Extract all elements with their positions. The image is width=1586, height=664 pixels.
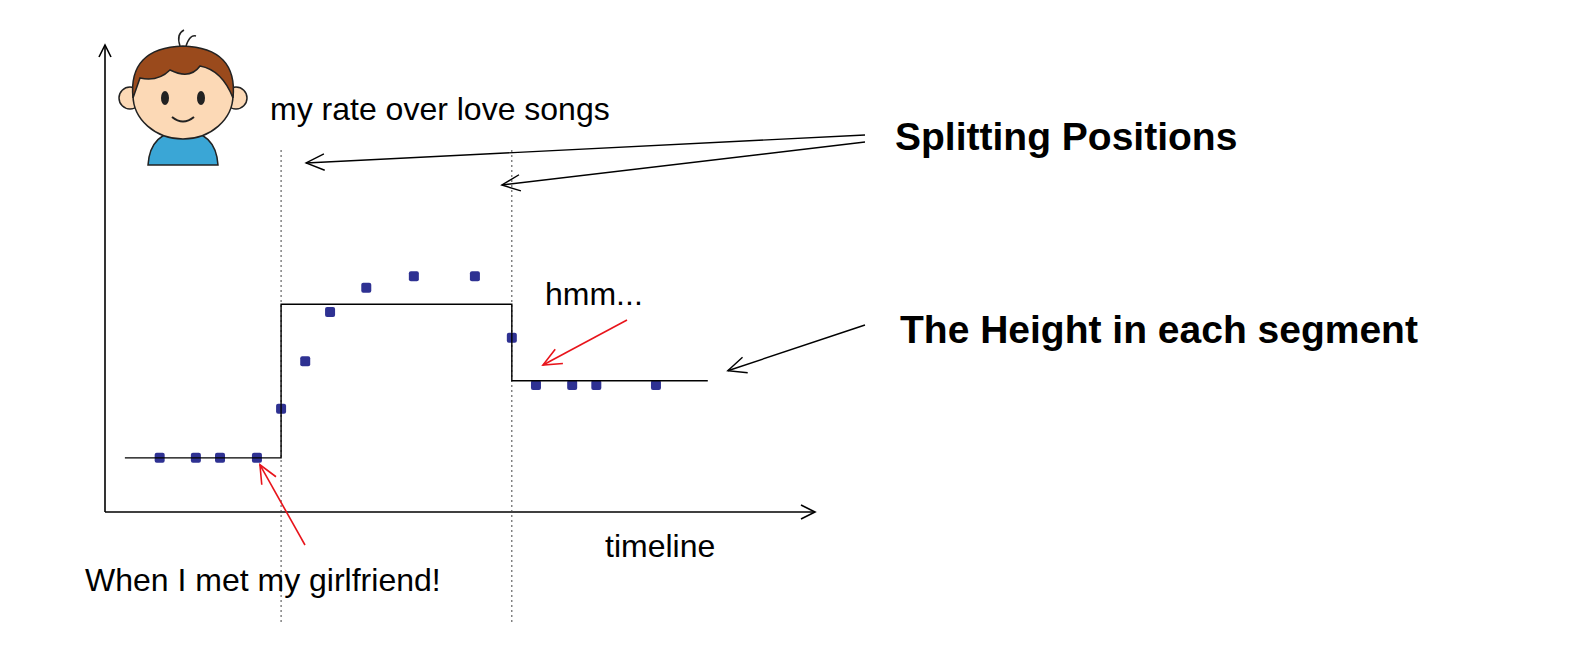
data-point (409, 271, 419, 281)
arrow-split-2-shaft (502, 142, 865, 185)
x-axis (105, 511, 815, 513)
data-point (651, 380, 661, 390)
y-axis (104, 45, 106, 512)
data-point (325, 307, 335, 317)
x-label: timeline (605, 528, 715, 564)
boy-mouth (172, 117, 194, 122)
arrow-girlfriend (260, 465, 305, 545)
step-line (125, 304, 708, 458)
boy-icon (119, 30, 247, 165)
y-label: my rate over love songs (270, 91, 610, 127)
boy-eye-left (161, 91, 169, 105)
arrow-hmm-shaft (543, 320, 627, 365)
arrow-hmm (543, 320, 627, 365)
arrow-height-head (728, 357, 748, 372)
arrow-girlfriend-shaft (260, 465, 305, 545)
arrow-split-2 (502, 142, 865, 191)
data-point (531, 380, 541, 390)
arrow-split-2-head (502, 175, 521, 191)
annotation: hmm... (545, 276, 643, 312)
data-point (567, 380, 577, 390)
arrow-height-shaft (728, 325, 865, 371)
split-line (511, 150, 512, 625)
arrow-hmm-head (543, 349, 563, 365)
data-point (470, 271, 480, 281)
annotation: When I met my girlfriend! (85, 562, 441, 598)
annotation-bold: The Height in each segment (900, 308, 1418, 351)
data-point (300, 356, 310, 366)
data-point (591, 380, 601, 390)
boy-eye-right (197, 91, 205, 105)
y-axis-arrow (99, 45, 111, 57)
x-axis-arrow (801, 505, 815, 519)
data-point (361, 283, 371, 293)
boy-hair-tuft (179, 30, 196, 46)
plot-area (125, 271, 708, 463)
arrow-split-1-shaft (306, 135, 865, 163)
arrow-girlfriend-head (260, 465, 276, 485)
boy-hair (133, 46, 234, 98)
chart: my rate over love songs timeline When I me… (0, 0, 1586, 664)
annotation-bold: Splitting Positions (895, 115, 1237, 158)
arrow-height (728, 325, 865, 373)
arrow-split-1-head (306, 154, 325, 170)
